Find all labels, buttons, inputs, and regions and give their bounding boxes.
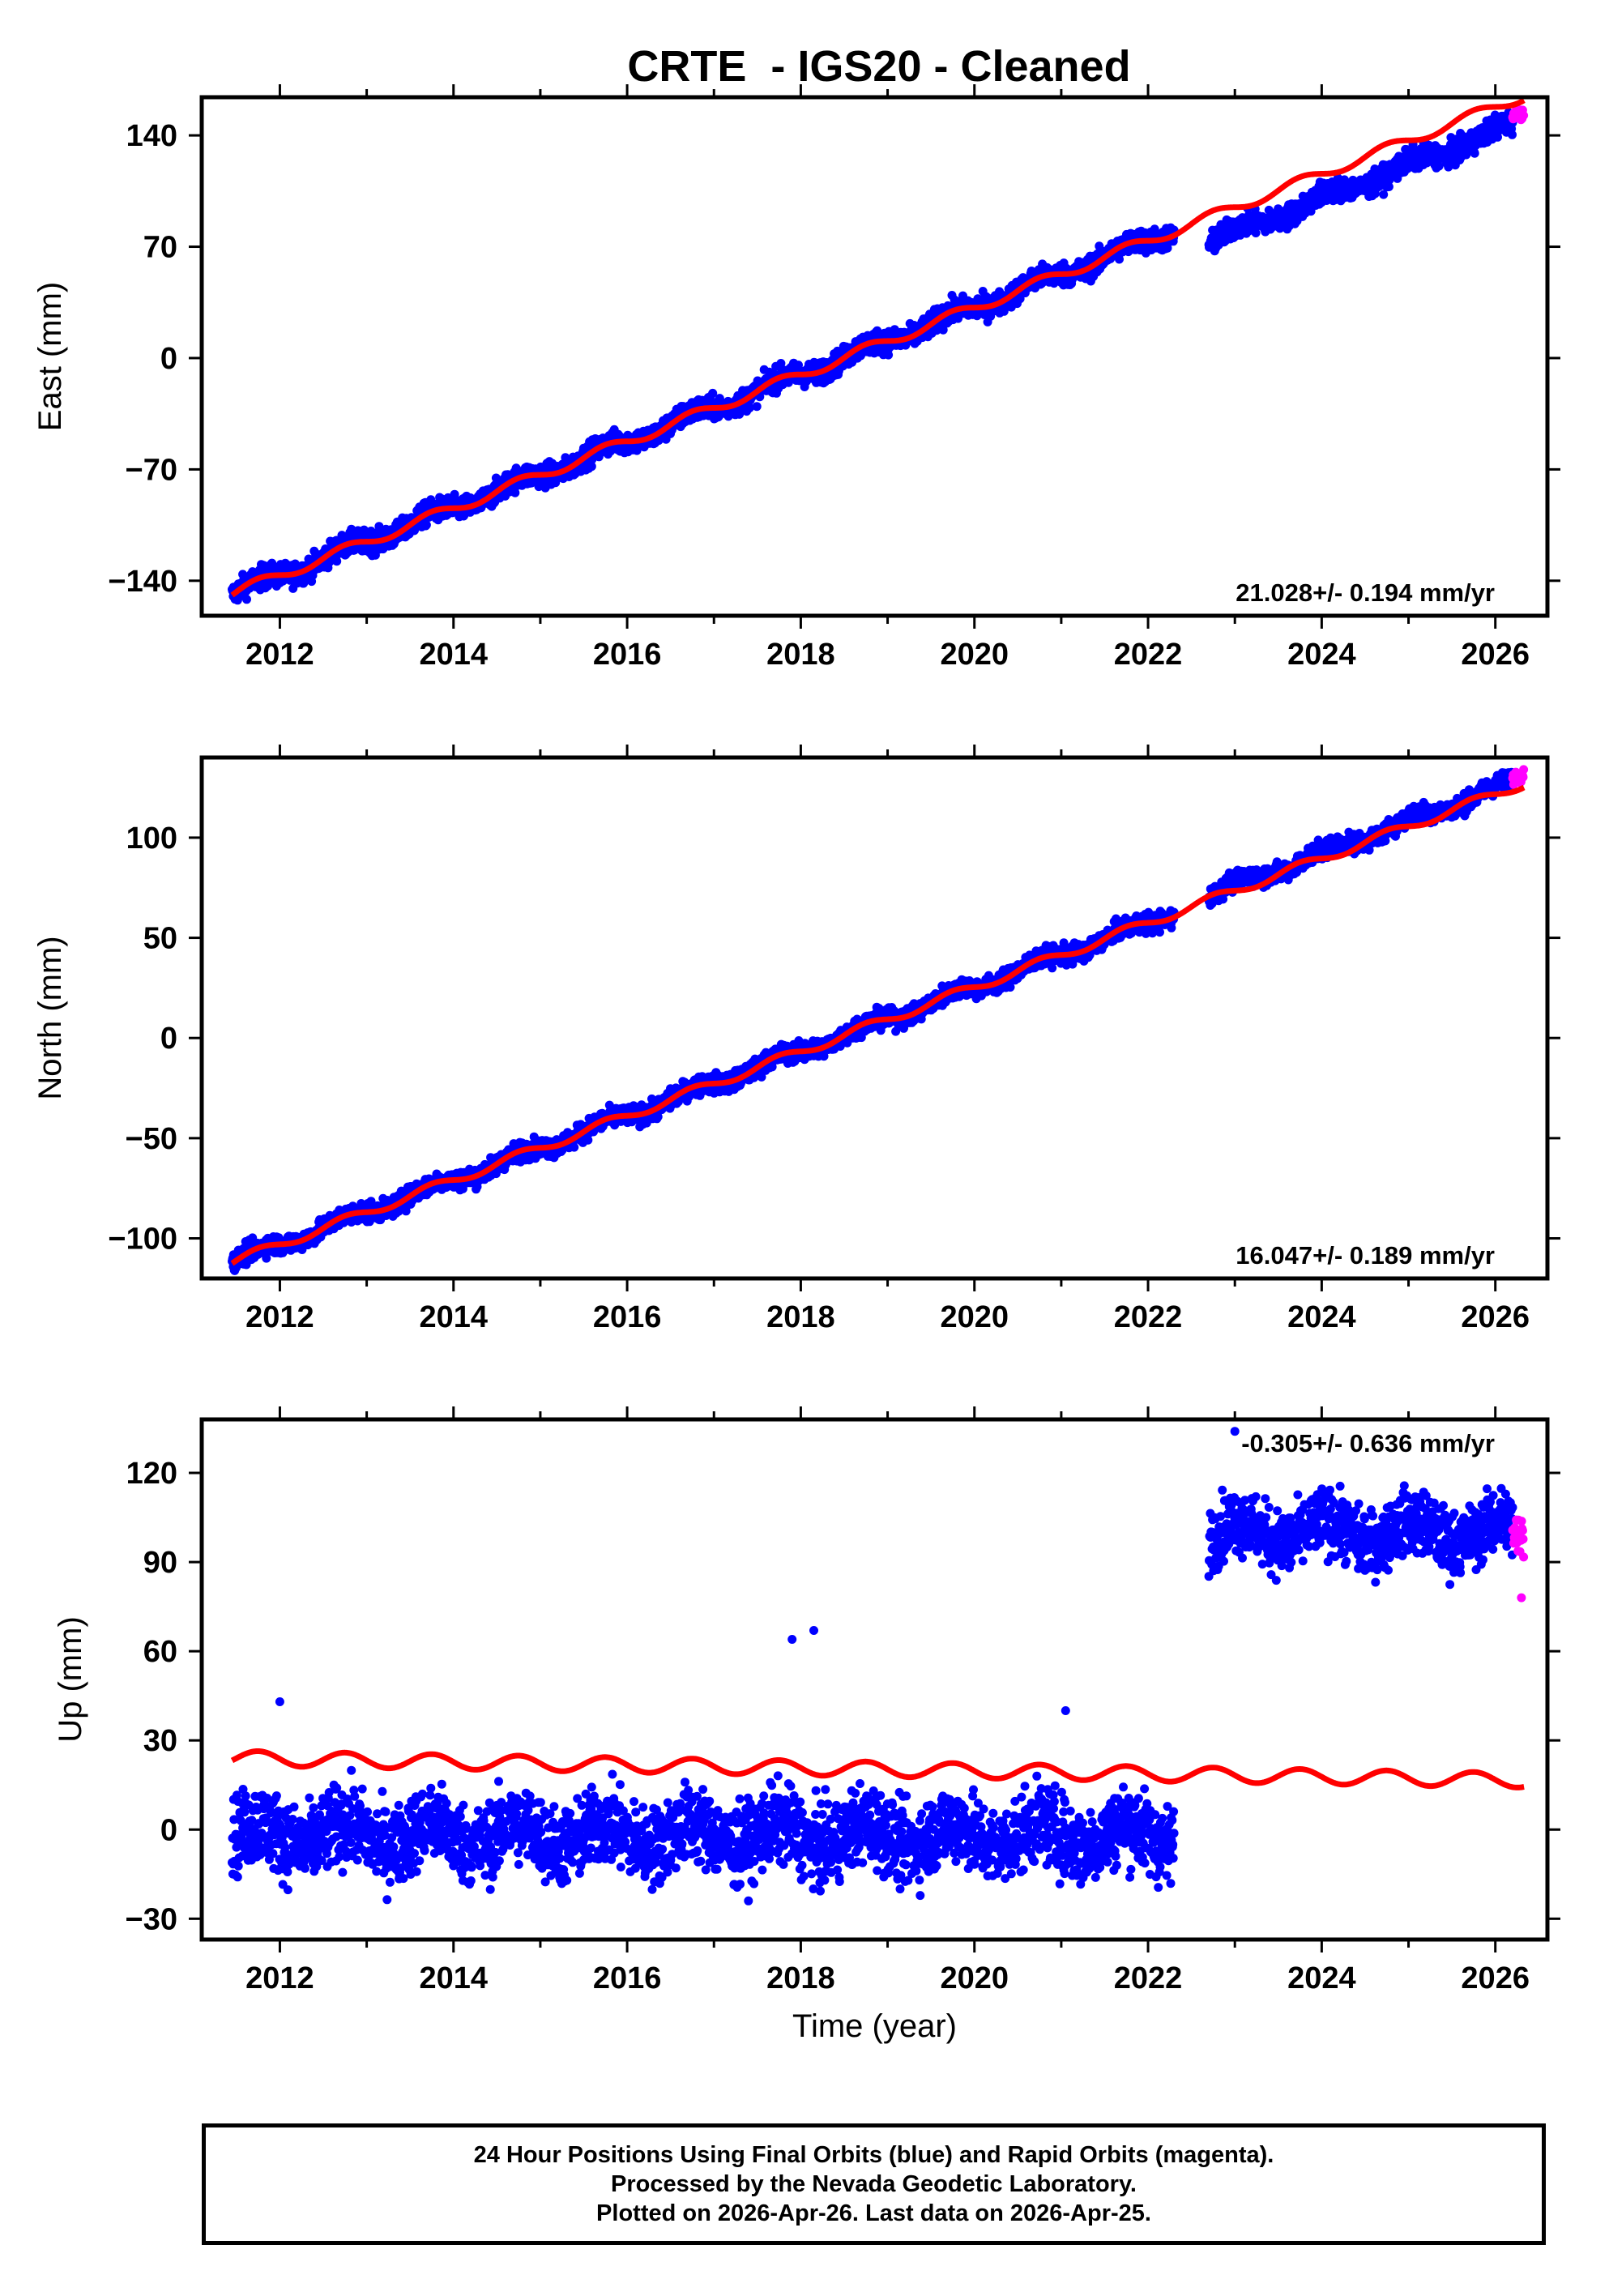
east-data-point [1519,111,1529,120]
east-data-point [1508,130,1517,139]
east-data-point [374,522,384,531]
east-data-point [884,350,894,360]
east-data-point [752,402,762,412]
east-data-point [510,488,520,497]
east-y-tick-label: 0 [160,342,177,376]
east-series-final-orbits [228,108,1517,605]
figure-title: CRTE - IGS20 - Cleaned [627,42,1130,91]
east-rate-label: 21.028+/- 0.194 mm/yr [1236,578,1495,607]
east-y-tick-label: −140 [108,565,177,599]
east-x-tick-label: 2020 [940,638,1009,672]
east-x-tick-label: 2012 [245,638,314,672]
north-data-point [570,1142,579,1152]
east-y-axis-label: East (mm) [32,282,68,431]
east-y-tick-label: 140 [126,119,177,153]
east-data-point [332,557,342,566]
north-plot-area [228,765,1529,1275]
east-data-point [1470,148,1479,158]
east-y-tick-label: −70 [126,453,177,487]
north-data-point [262,1253,271,1263]
east-data-point [587,462,596,472]
panel-east: 2012 2014 2016 2018 2020 2022 2024 2026 −140 −70 0… [32,84,1560,672]
east-plot-area [228,97,1529,605]
east-x-tick-label: 2026 [1461,638,1530,672]
east-data-point [421,520,431,530]
east-data-point [242,595,251,604]
east-y-tick-label: 70 [143,231,177,265]
east-x-tick-label: 2014 [419,638,488,672]
east-x-tick-label: 2018 [766,638,835,672]
east-data-point [708,388,718,398]
east-x-tick-label: 2024 [1287,638,1356,672]
east-x-tick-label: 2016 [593,638,662,672]
east-x-tick-label: 2022 [1114,638,1183,672]
panels: 2012 2014 2016 2018 2020 2022 2024 2026 −140 −70 0… [32,84,1560,2044]
east-data-point [745,403,754,413]
panel-north: 2012 2014 2016 2018 2020 2022 2024 2026−100−500… [32,745,1560,1334]
